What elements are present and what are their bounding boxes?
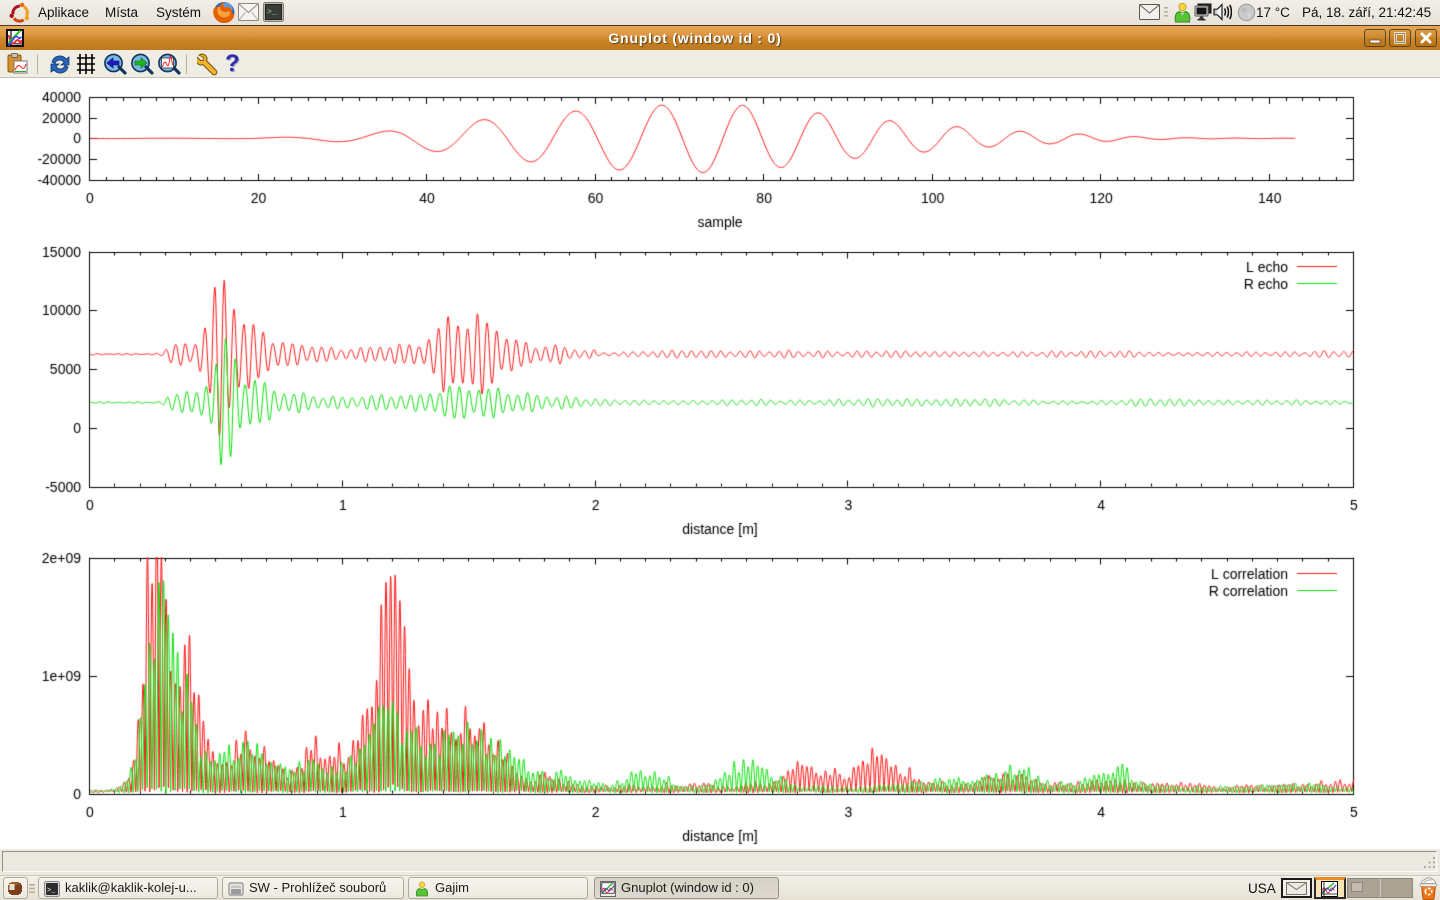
svg-text:>_: >_: [47, 887, 56, 895]
svg-text:>_: >_: [267, 8, 277, 17]
